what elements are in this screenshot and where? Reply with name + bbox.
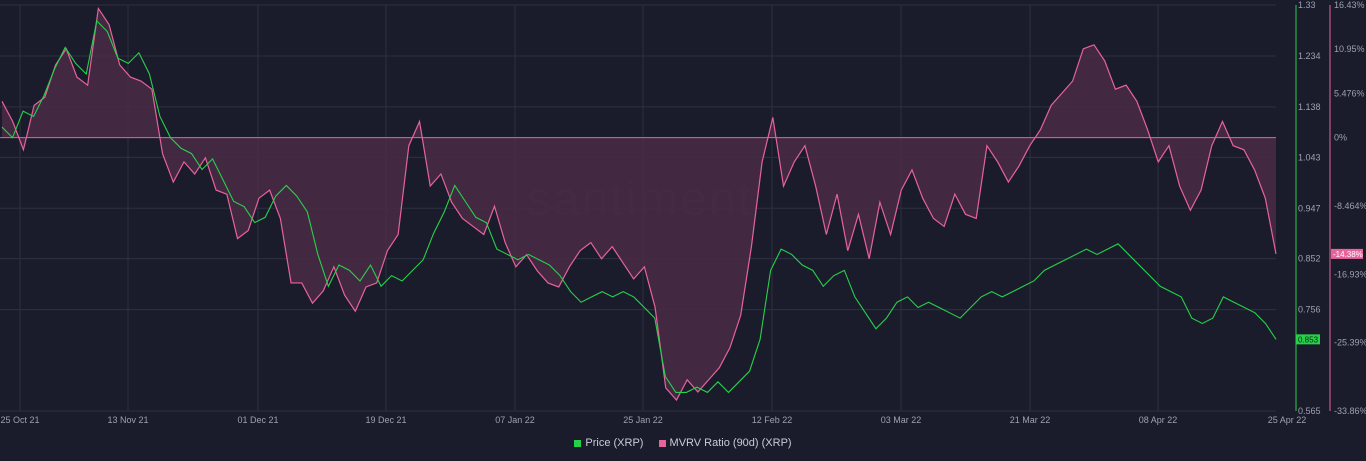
price-tick-label: 1.138 [1298, 102, 1321, 112]
price-tick-label: 0.947 [1298, 203, 1321, 213]
current-price-badge-bg [1296, 334, 1320, 345]
legend-label-price: Price (XRP) [585, 437, 644, 449]
x-tick-label: 13 Nov 21 [107, 415, 148, 425]
current-mvrv-label: -14.38% [1333, 250, 1363, 259]
current-mvrv-badge-bg [1331, 248, 1363, 259]
x-tick-label: 08 Apr 22 [1139, 415, 1178, 425]
legend-item-mvrv[interactable]: MVRV Ratio (90d) (XRP) [658, 437, 792, 449]
price-swatch [574, 439, 582, 447]
price-axis: 1.33 1.234 1.138 1.043 0.947 0.852 0.756 0.565 0… [1295, 0, 1321, 416]
current-price-label: 0.853 [1298, 335, 1319, 344]
mvrv-tick-label: 10.95% [1334, 44, 1365, 54]
mvrv-line [1, 6, 1277, 402]
price-tick-label: 0.852 [1298, 254, 1321, 264]
legend: Price (XRP) MVRV Ratio (90d) (XRP) [0, 437, 1366, 450]
x-tick-label: 12 Feb 22 [752, 415, 793, 425]
price-tick-label: 1.234 [1298, 51, 1321, 61]
mvrv-tick-label: 0% [1334, 133, 1347, 143]
x-axis: 25 Oct 21 13 Nov 21 01 Dec 21 19 Dec 21 07 J… [0, 415, 1306, 425]
mvrv-swatch [658, 439, 666, 447]
mvrv-tick-label: 16.43% [1334, 0, 1365, 10]
mvrv-tick-label: -8.464% [1334, 201, 1366, 211]
x-tick-label: 25 Jan 22 [623, 415, 663, 425]
legend-item-price[interactable]: Price (XRP) [574, 437, 643, 449]
current-mvrv-badge: -14.38% [1331, 248, 1363, 259]
x-tick-label: 19 Dec 21 [365, 415, 406, 425]
price-line [1, 19, 1277, 394]
price-tick-label: 0.756 [1298, 305, 1321, 315]
current-price-badge: 0.853 [1296, 334, 1320, 345]
x-tick-label: 25 Apr 22 [1268, 415, 1307, 425]
price-layer [1, 19, 1277, 394]
x-tick-label: 07 Jan 22 [495, 415, 535, 425]
mvrv-axis: 16.43% 10.95% 5.476% 0% -8.464% -16.93% -25.39… [1329, 0, 1366, 416]
mvrv-layer [0, 6, 1277, 402]
x-tick-label: 25 Oct 21 [0, 415, 39, 425]
x-tick-label: 21 Mar 22 [1010, 415, 1051, 425]
legend-label-mvrv: MVRV Ratio (90d) (XRP) [669, 437, 792, 449]
mvrv-tick-label: -16.93% [1334, 269, 1366, 279]
mvrv-tick-label: -33.86% [1334, 406, 1366, 416]
price-tick-label: 1.33 [1298, 0, 1316, 10]
price-tick-label: 0.565 [1298, 406, 1321, 416]
mvrv-tick-label: -25.39% [1334, 338, 1366, 348]
mvrv-tick-label: 5.476% [1334, 88, 1365, 98]
mvrv-area [2, 8, 1276, 401]
price-tick-label: 1.043 [1298, 152, 1321, 162]
x-tick-label: 03 Mar 22 [881, 415, 922, 425]
x-tick-label: 01 Dec 21 [237, 415, 278, 425]
